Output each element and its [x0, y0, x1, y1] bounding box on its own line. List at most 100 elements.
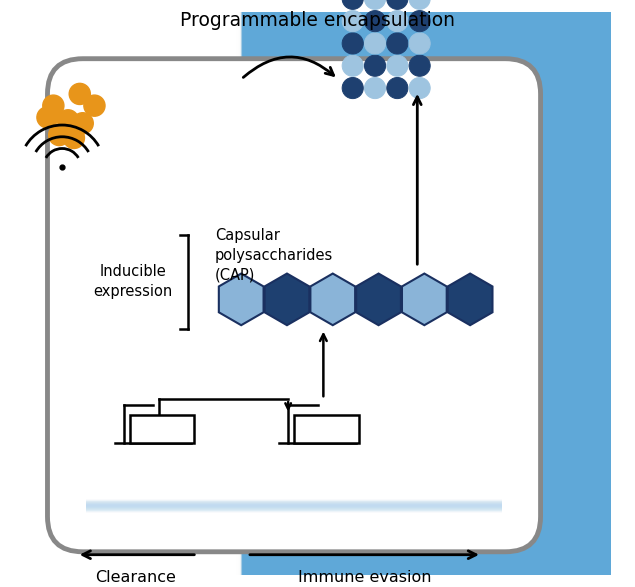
Circle shape	[364, 55, 385, 76]
Bar	[232, 519, 239, 575]
Bar	[235, 12, 242, 68]
Bar	[232, 519, 238, 575]
Bar	[234, 519, 241, 575]
Bar	[232, 12, 238, 68]
Bar	[86, 499, 502, 507]
Bar	[234, 12, 241, 68]
Polygon shape	[265, 274, 309, 325]
Polygon shape	[356, 274, 401, 325]
Bar	[234, 519, 241, 575]
Bar	[231, 519, 237, 575]
Bar	[236, 519, 243, 575]
Bar	[234, 519, 241, 575]
Bar	[231, 12, 237, 68]
Bar	[236, 12, 243, 68]
Bar	[86, 501, 502, 509]
PathPatch shape	[229, 12, 623, 575]
Bar	[86, 500, 502, 507]
Text: Capsular
polysaccharides
(CAP): Capsular polysaccharides (CAP)	[215, 228, 333, 283]
Bar	[236, 519, 243, 575]
Bar	[231, 519, 237, 575]
Polygon shape	[448, 274, 493, 325]
Bar	[234, 519, 241, 575]
Bar	[232, 12, 239, 68]
Circle shape	[342, 77, 363, 99]
Bar	[231, 12, 237, 68]
Bar	[233, 12, 240, 68]
Bar	[234, 12, 241, 68]
Bar	[86, 502, 502, 510]
Circle shape	[84, 95, 105, 116]
Bar	[234, 519, 241, 575]
Bar	[235, 519, 242, 575]
Bar	[232, 12, 239, 68]
Bar	[231, 12, 237, 68]
Bar	[234, 12, 241, 68]
Bar	[235, 519, 242, 575]
Circle shape	[342, 11, 363, 32]
Circle shape	[409, 33, 430, 54]
Bar	[232, 12, 239, 68]
Bar	[235, 12, 241, 68]
Bar	[232, 12, 239, 68]
Bar	[294, 414, 359, 443]
Bar	[234, 519, 241, 575]
Bar	[232, 519, 239, 575]
Bar	[86, 504, 502, 511]
Bar	[233, 12, 240, 68]
Circle shape	[37, 107, 58, 128]
Bar	[230, 12, 236, 68]
Bar	[231, 12, 238, 68]
Bar	[236, 12, 243, 68]
Bar	[234, 12, 241, 68]
Bar	[231, 519, 238, 575]
Bar	[234, 12, 241, 68]
Bar	[235, 12, 242, 68]
Bar	[234, 519, 240, 575]
Bar	[230, 12, 237, 68]
Bar	[231, 12, 238, 68]
Bar	[232, 519, 239, 575]
Bar	[235, 519, 241, 575]
Bar	[235, 519, 242, 575]
Bar	[232, 12, 239, 68]
Bar	[233, 12, 239, 68]
Bar	[232, 12, 239, 68]
Bar	[234, 12, 241, 68]
Bar	[234, 519, 241, 575]
Bar	[86, 500, 502, 508]
Bar	[236, 12, 242, 68]
Bar	[229, 519, 236, 575]
Bar	[233, 519, 239, 575]
FancyBboxPatch shape	[48, 59, 540, 552]
Bar	[230, 519, 237, 575]
Bar	[232, 12, 239, 68]
Bar	[234, 12, 241, 68]
Bar	[236, 12, 243, 68]
Bar	[236, 12, 243, 68]
Bar	[236, 12, 243, 68]
Circle shape	[72, 113, 93, 134]
Bar	[230, 12, 237, 68]
Bar	[236, 12, 243, 68]
Bar	[86, 504, 502, 512]
Circle shape	[342, 0, 363, 9]
Bar	[86, 501, 502, 508]
Bar	[232, 519, 239, 575]
Bar	[235, 12, 242, 68]
Bar	[234, 12, 241, 68]
Bar	[234, 519, 240, 575]
Bar	[86, 504, 502, 511]
Bar	[231, 519, 237, 575]
Bar	[232, 519, 239, 575]
Bar	[232, 12, 239, 68]
Bar	[234, 12, 241, 68]
Bar	[231, 519, 238, 575]
Bar	[231, 12, 237, 68]
Bar	[231, 12, 237, 68]
Bar	[232, 12, 239, 68]
Circle shape	[364, 33, 385, 54]
Bar	[231, 519, 238, 575]
Bar	[231, 519, 237, 575]
Bar	[233, 12, 240, 68]
